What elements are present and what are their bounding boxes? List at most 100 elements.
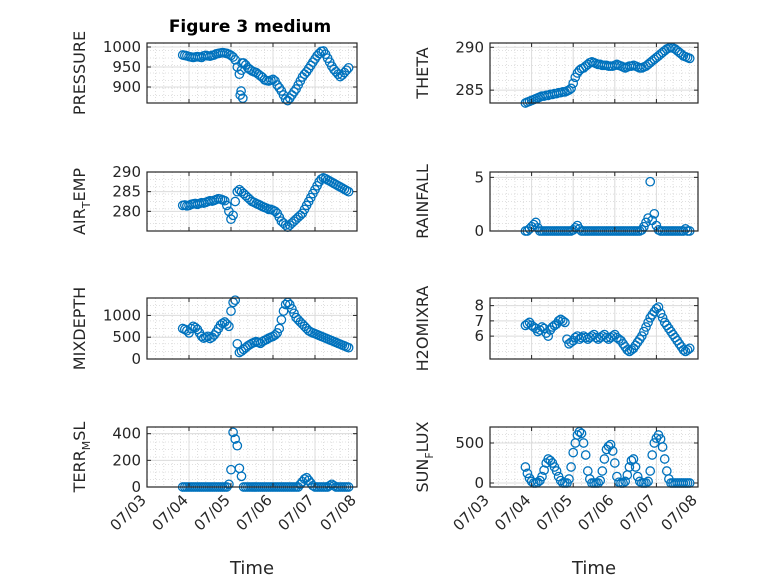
- data-point: [217, 318, 228, 329]
- x-tick-label: 07/04: [491, 491, 534, 534]
- data-point: [236, 471, 247, 482]
- y-tick-label: 6: [474, 327, 484, 345]
- data-point: [620, 476, 631, 487]
- data-point: [203, 331, 213, 342]
- data-point: [224, 479, 234, 490]
- data-point: [624, 462, 635, 472]
- data-point: [289, 86, 299, 97]
- data-point: [522, 468, 533, 479]
- data-point: [276, 314, 287, 325]
- subplot-terr_msl: 0 200 400 TERRMSL 07/0307/0407/0507/0607/070…: [70, 422, 360, 535]
- subplot-sun_flux: 0 500 SUNFLUX 07/0307/0407/0507/0607/0707/0…: [413, 421, 701, 534]
- data-point: [568, 447, 579, 458]
- data-point: [678, 345, 689, 355]
- data-point: [643, 317, 653, 328]
- data-point: [539, 465, 549, 476]
- y-tick-label: 280: [112, 202, 141, 220]
- data-point: [343, 342, 354, 353]
- y-tick-label: 1000: [103, 38, 141, 56]
- data-point: [657, 312, 668, 323]
- data-point: [224, 321, 234, 332]
- x-tick-label: 07/03: [450, 491, 493, 534]
- data-point: [566, 462, 576, 472]
- y-axis-label: TERRMSL: [70, 422, 93, 494]
- data-point: [272, 328, 283, 338]
- y-tick-label: 285: [112, 183, 141, 201]
- x-axis-label-left: Time: [229, 558, 274, 579]
- data-point: [219, 195, 230, 206]
- y-tick-label: 0: [474, 222, 484, 240]
- data-point: [228, 427, 238, 438]
- data-point: [647, 450, 658, 460]
- y-tick-label: 290: [112, 163, 141, 181]
- subplot-mixdepth: 0 500 1000 MIXDEPTH: [70, 287, 358, 370]
- data-point: [597, 466, 608, 476]
- data-point: [636, 331, 647, 341]
- data-point: [230, 196, 241, 207]
- axes-box: [146, 42, 358, 104]
- data-point: [605, 439, 616, 450]
- data-point: [566, 83, 576, 94]
- data-point: [599, 454, 610, 464]
- axes-box: [489, 297, 699, 360]
- data-point: [684, 343, 695, 354]
- data-point: [232, 338, 243, 349]
- axes-box: [146, 426, 358, 488]
- data-point: [230, 434, 241, 444]
- x-tick-label: 07/08: [317, 491, 360, 534]
- y-tick-label: 8: [474, 297, 484, 315]
- data-point: [643, 476, 653, 487]
- x-tick-label: 07/07: [616, 491, 659, 534]
- data-point: [607, 446, 618, 456]
- y-tick-label: 200: [112, 451, 141, 469]
- x-tick-label: 07/07: [275, 491, 318, 534]
- x-tick-label: 07/04: [149, 491, 192, 534]
- data-point: [578, 438, 589, 448]
- data-point: [530, 217, 541, 228]
- x-tick-label: 07/06: [233, 491, 276, 534]
- data-point: [601, 332, 612, 343]
- y-tick-label: 285: [455, 81, 484, 99]
- data-point: [226, 306, 236, 316]
- subplot-h2omixra: 678 H2OMIXRA: [413, 286, 699, 371]
- data-point: [580, 332, 591, 343]
- data-point: [551, 466, 562, 476]
- data-point: [236, 86, 246, 96]
- y-tick-label: 0: [131, 350, 141, 368]
- subplot-pressure: 900 950 1000 PRESSURE: [70, 31, 358, 115]
- data-point: [221, 200, 232, 211]
- data-point: [657, 442, 668, 452]
- data-point: [341, 185, 352, 196]
- axes-box: [489, 171, 699, 232]
- subplot-rainfall: 0 5 RAINFALL: [413, 164, 699, 240]
- x-tick-label: 07/06: [574, 491, 617, 534]
- data-point: [235, 90, 246, 100]
- data-point: [653, 302, 664, 312]
- data-point: [261, 203, 272, 214]
- data-point: [622, 345, 633, 355]
- data-point: [287, 304, 297, 314]
- y-tick-label: 1000: [103, 306, 141, 324]
- y-tick-label: 500: [455, 434, 484, 452]
- data-point: [186, 323, 196, 334]
- data-point: [564, 85, 574, 95]
- y-tick-label: 400: [112, 425, 141, 443]
- x-axis-label-right: Time: [571, 558, 616, 579]
- data-point: [580, 450, 591, 460]
- x-tick-label: 07/08: [658, 491, 701, 534]
- data-point: [655, 308, 666, 319]
- data-point: [520, 462, 531, 472]
- data-point: [280, 299, 291, 310]
- data-point: [564, 474, 574, 484]
- axes-box: [146, 297, 358, 360]
- data-point: [553, 316, 564, 326]
- y-axis-label: SUNFLUX: [413, 421, 436, 492]
- data-point: [641, 322, 651, 332]
- data-point: [341, 65, 352, 76]
- y-axis-label: PRESSURE: [70, 31, 89, 115]
- y-tick-label: 0: [474, 474, 484, 492]
- subplot-theta: 285 290 THETA: [413, 38, 699, 108]
- axes-box: [489, 42, 699, 104]
